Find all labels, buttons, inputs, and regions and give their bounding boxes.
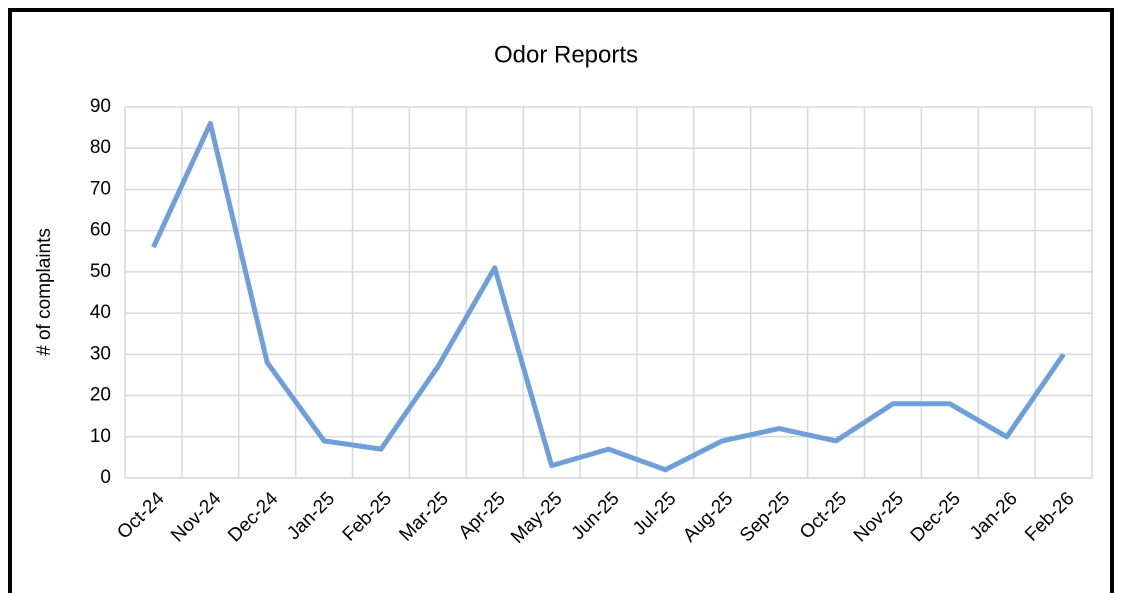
x-tick-label: Jan-26 bbox=[966, 488, 1022, 544]
x-tick-label: Feb-25 bbox=[339, 488, 396, 545]
y-tick-label: 30 bbox=[90, 343, 111, 364]
x-tick-label: Apr-25 bbox=[455, 488, 510, 543]
line-series bbox=[151, 120, 1066, 473]
y-axis-label: # of complaints bbox=[34, 228, 55, 356]
x-tick-label: Feb-26 bbox=[1021, 488, 1078, 545]
x-tick-label: Jul-25 bbox=[629, 488, 680, 539]
x-tick-label: Oct-24 bbox=[113, 488, 168, 543]
x-tick-label: Aug-25 bbox=[679, 488, 737, 546]
y-tick-label: 40 bbox=[90, 302, 111, 323]
x-tick-label: Nov-24 bbox=[167, 488, 225, 546]
x-tick-label: May-25 bbox=[507, 488, 567, 548]
y-tick-label: 20 bbox=[90, 385, 111, 406]
y-tick-label: 50 bbox=[90, 261, 111, 282]
x-tick-label: Dec-25 bbox=[907, 488, 965, 546]
x-tick-label: Jun-25 bbox=[568, 488, 624, 544]
x-tick-label: Oct-25 bbox=[796, 488, 851, 543]
y-tick-label: 10 bbox=[90, 426, 111, 447]
y-tick-label: 0 bbox=[100, 467, 111, 488]
y-tick-label: 70 bbox=[90, 178, 111, 199]
x-tick-label: Sep-25 bbox=[736, 488, 794, 546]
x-tick-label: Mar-25 bbox=[396, 488, 453, 545]
y-tick-label: 80 bbox=[90, 137, 111, 158]
chart-title: Odor Reports bbox=[494, 41, 638, 68]
x-tick-label: Nov-25 bbox=[850, 488, 908, 546]
chart-border bbox=[8, 8, 1114, 593]
x-tick-label: Jan-25 bbox=[283, 488, 339, 544]
y-tick-label: 90 bbox=[90, 96, 111, 117]
x-tick-label: Dec-24 bbox=[224, 488, 282, 546]
y-tick-label: 60 bbox=[90, 220, 111, 241]
